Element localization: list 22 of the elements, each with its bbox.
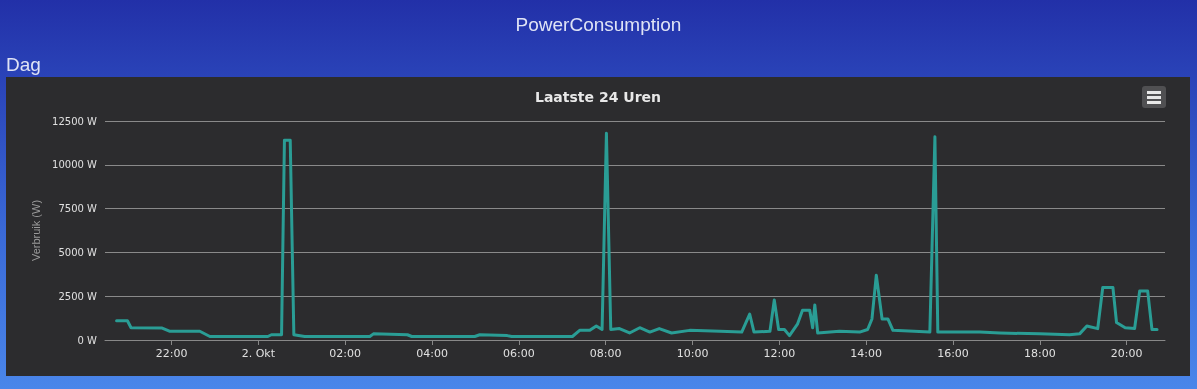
x-tick-label: 04:00 [416, 347, 448, 360]
y-tick-label: 10000 W [52, 159, 98, 171]
y-tick-label: 2500 W [58, 290, 98, 302]
text: PowerConsumption [514, 14, 683, 36]
x-tick-label: 02:00 [329, 347, 362, 360]
x-tick-label: 2. Okt [241, 347, 276, 360]
x-tick-label: 12:00 [763, 347, 796, 360]
x-tick-label: 14:00 [850, 347, 883, 360]
x-tick-label: 10:00 [676, 347, 709, 360]
y-tick-label: 7500 W [58, 203, 98, 215]
y-tick-label: 5000 W [58, 246, 98, 258]
y-tick-label: 12500 W [52, 115, 98, 127]
x-tick-label: 08:00 [589, 347, 622, 360]
y-tick-label: 0 W [77, 334, 98, 346]
x-tick-label: 16:00 [937, 347, 969, 360]
y-axis-title: Verbruik (W) [29, 199, 42, 262]
x-tick-label: 22:00 [155, 347, 188, 360]
x-tick-label: 18:00 [1023, 347, 1056, 360]
chart-title: Laatste 24 Uren [535, 89, 661, 105]
x-tick-label: 20:00 [1110, 347, 1143, 360]
x-tick-label: 06:00 [503, 347, 535, 360]
text: Dag [6, 54, 41, 76]
